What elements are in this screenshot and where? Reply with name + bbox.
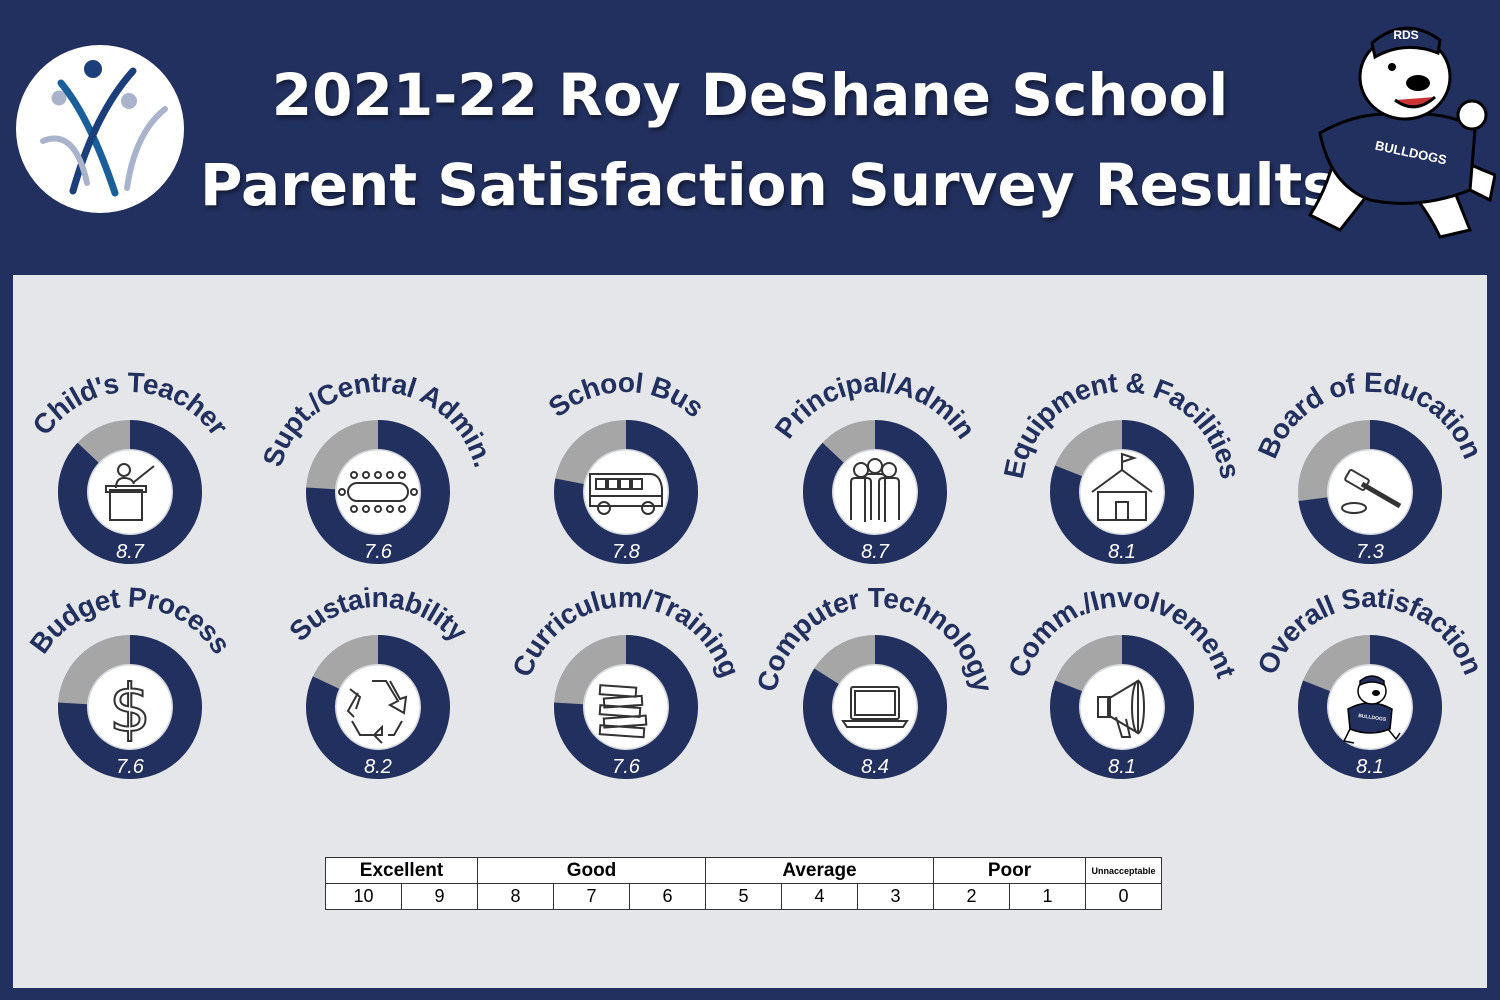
legend-score-cell: 2	[933, 883, 1010, 910]
legend-score-row: 10 9 8 7 6 5 4 3 2 1 0	[325, 883, 1162, 910]
donut-center	[335, 664, 421, 750]
donut-value-label: 8.7	[861, 541, 890, 563]
donut-value-label: 8.1	[1356, 756, 1384, 778]
bulldog-mascot-icon: RDS BULLDOGS	[1307, 26, 1496, 239]
legend-category-cell: Excellent	[325, 857, 478, 884]
donut-value-label: 8.7	[116, 541, 145, 563]
donut-value-arc	[306, 635, 450, 779]
legend-category-cell: Good	[477, 857, 706, 884]
svg-text:BULLDOGS: BULLDOGS	[1358, 713, 1387, 723]
legend-score-cell: 1	[1009, 883, 1086, 910]
legend-category-cell: Unnacceptable	[1085, 857, 1162, 884]
book-stack-icon	[598, 684, 648, 739]
legend-category-cell: Average	[705, 857, 934, 884]
conference-table-icon	[338, 471, 418, 513]
legend-score-cell: 4	[781, 883, 858, 910]
donut-value-arc	[803, 635, 947, 779]
donut-center	[1327, 449, 1413, 535]
svg-text:$: $	[109, 670, 151, 747]
donut-value-label: 7.6	[612, 756, 641, 778]
donut-chart: BULLDOGS 8.1 Overall Satisfaction	[1251, 582, 1489, 779]
district-logo-icon	[16, 45, 184, 213]
legend-score-cell: 10	[325, 883, 402, 910]
title-line-1: 2021-22 Roy DeShane School	[271, 61, 1229, 129]
donut-center	[87, 664, 173, 750]
laptop-icon	[841, 686, 909, 728]
donut-value-label: 8.4	[861, 756, 889, 778]
legend-score-cell: 5	[705, 883, 782, 910]
donut-value-label: 7.6	[364, 541, 393, 563]
megaphone-icon	[1097, 679, 1145, 738]
donut-center	[583, 449, 669, 535]
recycle-icon	[346, 680, 408, 744]
donut-value-arc	[554, 420, 698, 564]
donut-value-arc	[554, 635, 698, 779]
legend-score-cell: 8	[477, 883, 554, 910]
school-bus-icon	[589, 473, 663, 515]
legend-score-cell: 6	[629, 883, 706, 910]
mascot-cap-text: RDS	[1393, 28, 1418, 42]
donut-value-arc	[306, 420, 450, 564]
donut-value-arc	[58, 635, 202, 779]
title-line-2: Parent Satisfaction Survey Results	[200, 151, 1337, 219]
people-group-icon	[850, 458, 900, 522]
dollar-sign-icon: $	[108, 669, 152, 748]
donut-value-label: 7.6	[116, 756, 145, 778]
donut-category-label: Overall Satisfaction	[1251, 582, 1488, 679]
legend-score-cell: 3	[857, 883, 934, 910]
donut-value-arc	[58, 420, 202, 564]
legend-header-row: Excellent Good Average Poor Unnacceptable	[325, 857, 1162, 884]
bulldog-mascot-icon: BULLDOGS	[1342, 675, 1401, 744]
donut-value-label: 7.3	[1356, 541, 1384, 563]
gavel-icon	[1341, 469, 1402, 514]
donut-value-arc	[1298, 635, 1442, 779]
donut-center	[335, 449, 421, 535]
donut-value-arc	[1050, 635, 1194, 779]
donut-value-arc	[1050, 420, 1194, 564]
donut-value-arc	[803, 420, 947, 564]
legend-score-cell: 9	[401, 883, 478, 910]
donut-value-label: 7.8	[612, 541, 640, 563]
donut-value-label: 8.2	[364, 756, 392, 778]
page-title: 2021-22 Roy DeShane School Parent Satisf…	[200, 50, 1337, 230]
donut-value-label: 8.1	[1108, 756, 1136, 778]
header-banner: 2021-22 Roy DeShane School Parent Satisf…	[0, 0, 1500, 275]
legend-score-cell: 0	[1085, 883, 1162, 910]
donut-category-label: School Bus	[543, 367, 710, 423]
donut-value-arc	[1298, 420, 1442, 564]
donut-center	[832, 664, 918, 750]
rating-scale-legend: Excellent Good Average Poor Unnacceptable 10…	[325, 857, 1162, 910]
legend-category-cell: Poor	[933, 857, 1086, 884]
donut-center	[1079, 664, 1165, 750]
donut-center	[832, 449, 918, 535]
donut-chart: 7.8 School Bus	[543, 367, 710, 564]
donut-value-label: 8.1	[1108, 541, 1136, 563]
teacher-podium-icon	[105, 463, 155, 521]
school-building-icon	[1091, 452, 1153, 521]
legend-score-cell: 7	[553, 883, 630, 910]
